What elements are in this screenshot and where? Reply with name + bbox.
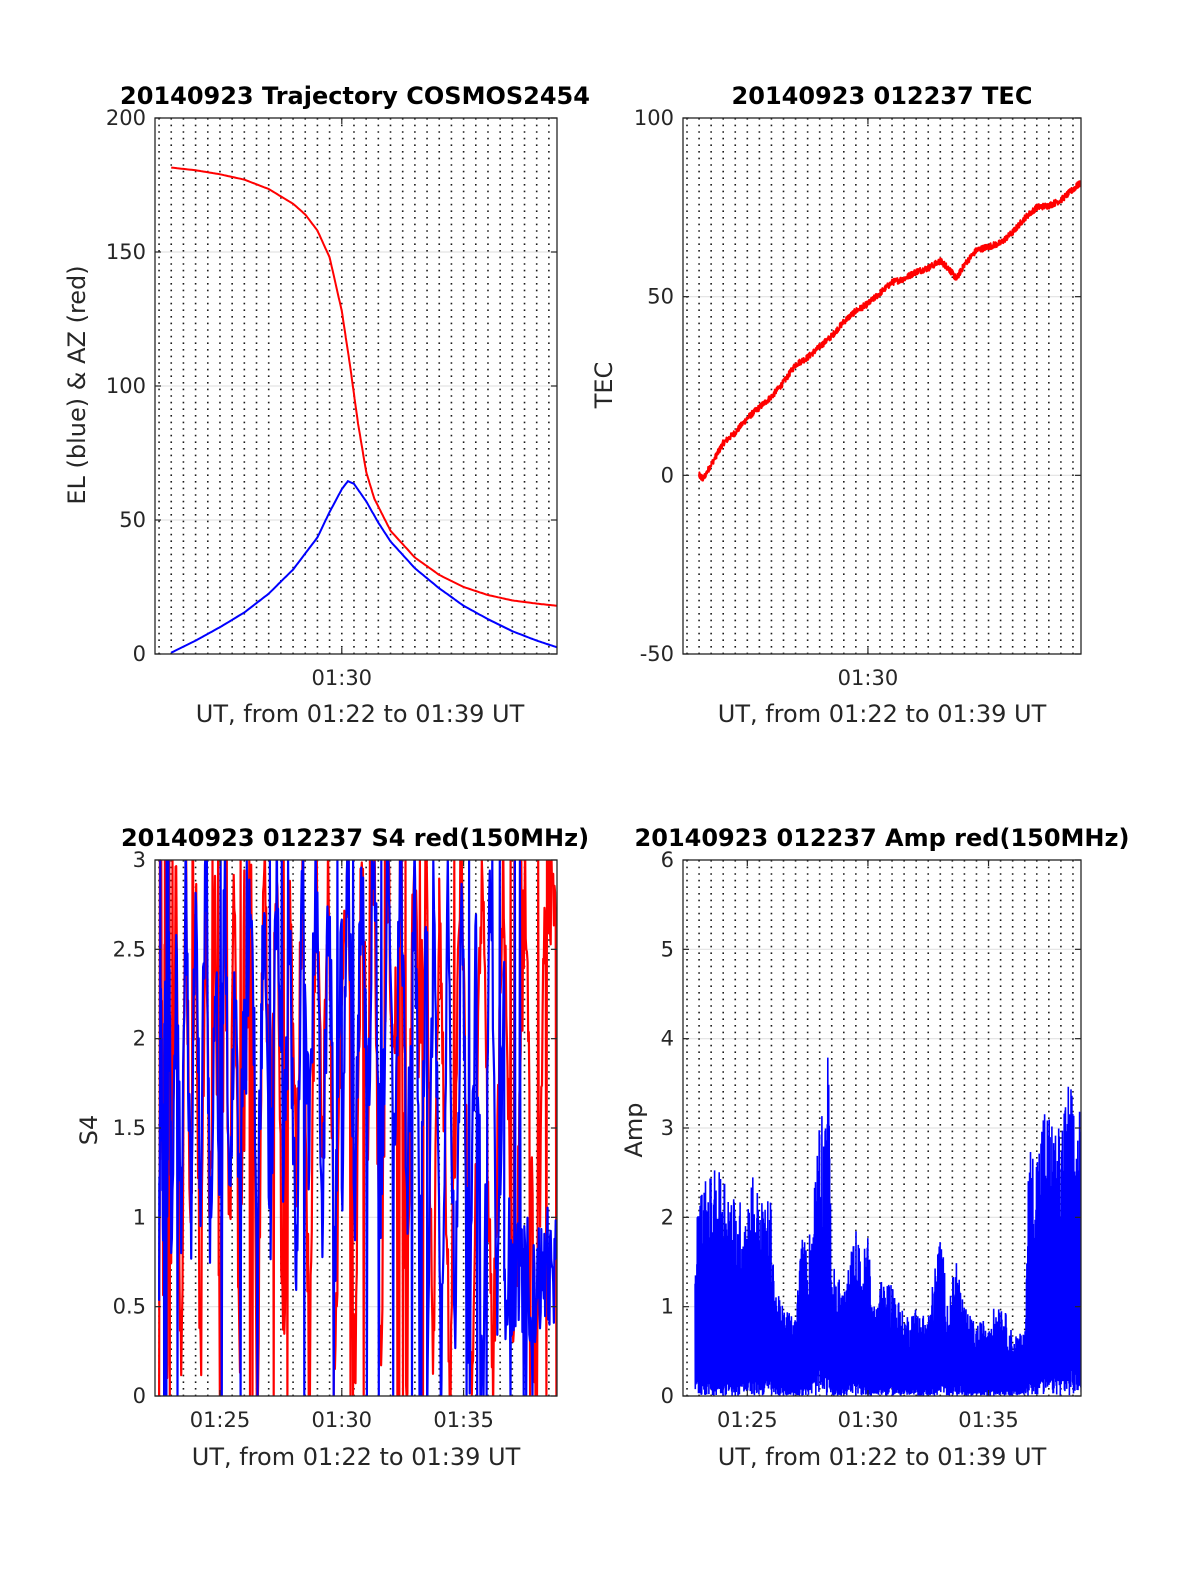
y-tick-label: 5 [661, 937, 674, 961]
y-tick-label: 0 [133, 1384, 146, 1408]
chart-title: 20140923 012237 TEC [732, 82, 1033, 110]
series-group [698, 180, 1081, 482]
y-tick-label: 150 [106, 240, 146, 264]
y-tick-label: 2 [133, 1027, 146, 1051]
y-tick-label: 0.5 [113, 1295, 146, 1319]
y-tick-label: 3 [661, 1116, 674, 1140]
x-axis-label: UT, from 01:22 to 01:39 UT [718, 1443, 1047, 1471]
x-tick-label: 01:35 [433, 1408, 494, 1432]
y-tick-label: 1.5 [113, 1116, 146, 1140]
y-axis-label: EL (blue) & AZ (red) [63, 265, 91, 504]
x-tick-label: 01:35 [958, 1408, 1019, 1432]
y-tick-label: 50 [647, 285, 674, 309]
tec-chart: -50 0 50 100 01:30 20140923 012237 TEC UT, f… [590, 82, 1082, 728]
plot-area: -50 0 50 100 01:30 [634, 106, 1082, 690]
x-axis-label: UT, from 01:22 to 01:39 UT [718, 700, 1047, 728]
amp-chart: 0 1 2 3 4 5 6 01:25 01:30 01:35 20140923 012237 A… [620, 824, 1129, 1471]
series-line [170, 480, 557, 654]
chart-title: 20140923 012237 Amp red(150MHz) [635, 824, 1130, 852]
series-line [698, 180, 1081, 482]
trajectory-chart: 0 50 100 150 200 01:30 20140923 Trajectory CO… [63, 82, 590, 728]
series-line [158, 860, 557, 1396]
y-axis-label: Amp [620, 1102, 648, 1157]
y-tick-label: 2 [661, 1205, 674, 1229]
y-tick-label: 50 [119, 508, 146, 532]
y-tick-label: 100 [634, 106, 674, 130]
chart-title: 20140923 012237 S4 red(150MHz) [121, 824, 589, 852]
y-tick-label: 0 [661, 1384, 674, 1408]
x-tick-label: 01:30 [838, 1408, 899, 1432]
chart-title: 20140923 Trajectory COSMOS2454 [120, 82, 590, 110]
x-tick-label: 01:25 [190, 1408, 251, 1432]
series-line [171, 166, 557, 607]
y-tick-label: 0 [133, 642, 146, 666]
plot-area: 0 0.5 1 1.5 2 2.5 3 01:25 01:30 01:35 [113, 848, 558, 1432]
y-tick-label: 2.5 [113, 937, 146, 961]
y-tick-label: 100 [106, 374, 146, 398]
x-tick-label: 01:30 [838, 666, 899, 690]
plot-area: 0 50 100 150 200 01:30 [106, 106, 558, 690]
y-tick-label: 0 [661, 463, 674, 487]
series-group [170, 166, 557, 654]
y-axis-label: TEC [590, 362, 618, 410]
plot-area: 0 1 2 3 4 5 6 01:25 01:30 01:35 [661, 848, 1082, 1432]
x-tick-label: 01:30 [312, 1408, 373, 1432]
y-tick-label: 6 [661, 848, 674, 872]
s4-chart: 0 0.5 1 1.5 2 2.5 3 01:25 01:30 01:35 20140923 01… [75, 824, 589, 1471]
y-tick-label: 1 [661, 1295, 674, 1319]
y-tick-label: 4 [661, 1027, 674, 1051]
series-line [158, 860, 557, 1396]
y-axis-label: S4 [75, 1115, 103, 1146]
y-tick-label: 3 [133, 848, 146, 872]
x-tick-label: 01:30 [312, 666, 373, 690]
y-tick-label: 200 [106, 106, 146, 130]
y-tick-label: -50 [640, 642, 674, 666]
axes-frame [682, 117, 1082, 655]
y-tick-label: 1 [133, 1205, 146, 1229]
series-group [158, 860, 557, 1396]
x-axis-label: UT, from 01:22 to 01:39 UT [192, 1443, 521, 1471]
x-axis-label: UT, from 01:22 to 01:39 UT [196, 700, 525, 728]
x-tick-label: 01:25 [717, 1408, 778, 1432]
series-line [694, 1057, 1081, 1396]
series-group [694, 1057, 1081, 1396]
